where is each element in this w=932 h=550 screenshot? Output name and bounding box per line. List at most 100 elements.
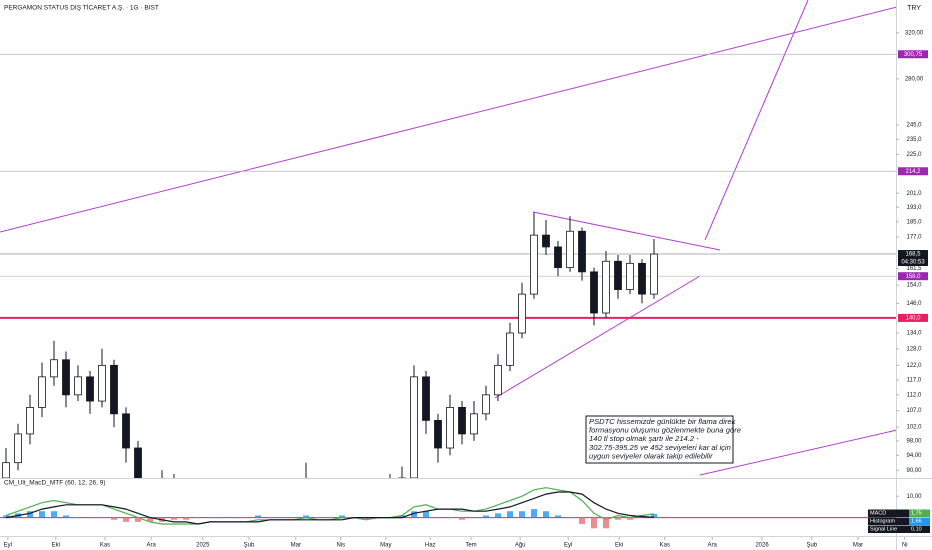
histogram-bar — [135, 517, 141, 522]
pennant-bottom — [494, 275, 701, 399]
candle-body — [74, 376, 82, 396]
histogram-bar — [3, 515, 9, 518]
annotation-line: 302.75-395.25 ve 452 seviyeleri kar al i… — [589, 443, 731, 452]
x-tick-label: 2026 — [755, 543, 769, 549]
level-label-box — [898, 167, 928, 176]
histogram-bar — [171, 517, 177, 520]
candle-body — [602, 260, 610, 314]
annotation-line: PSDTC hissemizde günlükte bir flama dire… — [589, 417, 737, 426]
indicator-value-box — [909, 525, 930, 533]
x-tick-label: Eyl — [4, 543, 12, 549]
histogram-bar — [303, 515, 309, 518]
candle-body — [518, 293, 526, 334]
x-tick-label: Tem — [465, 543, 476, 549]
candle-body — [638, 262, 646, 295]
y-tick-label: 94,00 — [906, 453, 922, 459]
indicator-title: CM_Ult_MacD_MTF (60, 12, 26, 9) — [4, 480, 106, 487]
y-tick-label: 154,0 — [906, 283, 922, 289]
candle-body — [542, 234, 550, 248]
histogram-bar — [207, 517, 213, 519]
y-tick-label: 98,00 — [906, 438, 922, 444]
histogram-bar — [63, 515, 69, 518]
candle-body — [494, 364, 502, 396]
x-tick-label: Kas — [100, 543, 110, 549]
histogram-bar — [231, 517, 237, 519]
histogram-bar — [471, 517, 477, 519]
indicator-legend-name: MACD — [870, 510, 886, 516]
histogram-bar — [363, 517, 369, 520]
indicator-value-box — [909, 509, 930, 517]
candle-body — [122, 413, 130, 449]
candle-body — [434, 419, 442, 449]
y-tick-label: 122,0 — [906, 363, 922, 369]
indicator-legend-value: 0,10 — [911, 526, 922, 532]
candles — [2, 212, 658, 478]
candle-body — [134, 447, 142, 478]
candle-body — [458, 406, 466, 435]
indicator — [0, 487, 896, 529]
y-tick-label: 201,0 — [906, 191, 922, 197]
axes: 320,00 280,00 245,0 235,0 225,0 201,0 193,0 185… — [4, 30, 930, 549]
histogram-bar — [123, 517, 129, 522]
level-label: 300,75 — [904, 52, 923, 58]
level-label: 214,2 — [905, 169, 921, 175]
level-label: 158,0 — [905, 274, 921, 280]
candle-body — [530, 234, 538, 295]
y-tick-label: 107,0 — [906, 408, 922, 414]
histogram-bar — [279, 517, 285, 519]
annotation: PSDTC hissemizde günlükte bir flama dire… — [589, 417, 741, 460]
y-tick-label: 117,0 — [907, 377, 922, 383]
histogram-bar — [603, 517, 609, 529]
indicator-legend-name: Signal Line — [870, 526, 897, 532]
histogram-bar — [543, 511, 549, 518]
candle-body — [110, 364, 118, 415]
indicator-line — [5, 491, 655, 525]
drawings — [0, 0, 896, 476]
histogram-bar — [87, 517, 93, 519]
histogram-bar — [147, 517, 153, 522]
x-tick-label: Eki — [52, 543, 60, 549]
y-tick-label: 161,5 — [906, 266, 922, 272]
histogram-bar — [195, 517, 201, 519]
histogram-bar — [327, 517, 333, 519]
histogram-bar — [555, 515, 561, 518]
histogram-bar — [519, 511, 525, 518]
y-tick-label: 128,0 — [906, 346, 922, 352]
indicator-legend-value: 1,75 — [911, 510, 922, 516]
histogram-bar — [183, 517, 189, 520]
annotation-line: formasyonu oluşumu gözlenmekte buna göre — [589, 426, 741, 435]
histogram-bar — [75, 517, 81, 519]
level-label-box — [898, 50, 928, 59]
candle-body — [554, 246, 562, 268]
histogram-bar — [591, 517, 597, 529]
indicator-legend-box — [868, 525, 930, 533]
histogram-bar — [51, 511, 57, 518]
histogram-bar — [339, 515, 345, 518]
candle-body — [38, 376, 46, 408]
candle-body — [86, 376, 94, 402]
histogram-bar — [651, 514, 657, 518]
histogram-bar — [459, 517, 465, 520]
y-tick-label: 280,00 — [905, 76, 924, 82]
x-tick-label: Eki — [615, 543, 623, 549]
level-label-box — [898, 313, 928, 322]
x-tick-label: Ağu — [515, 543, 526, 549]
y-tick-label: 112,0 — [907, 392, 922, 398]
histogram-bar — [567, 517, 573, 519]
histogram-bar — [579, 517, 585, 525]
histogram-bar — [483, 515, 489, 518]
x-tick-label: Eyl — [564, 543, 572, 549]
candle-body — [470, 413, 478, 435]
candle-body — [614, 260, 622, 290]
indicator-legend-box — [868, 509, 930, 517]
x-tick-label: Mar — [853, 543, 863, 549]
indicator-legend-name: Histogram — [870, 518, 895, 524]
candle-body — [422, 376, 430, 421]
y-tick-label: 185,0 — [906, 219, 922, 225]
level-sublabel: 04:30:53 — [901, 260, 925, 266]
candle-body — [482, 394, 490, 415]
histogram-bar — [507, 511, 513, 518]
x-tick-label: Nis — [336, 543, 345, 549]
histogram-bar — [531, 509, 537, 518]
